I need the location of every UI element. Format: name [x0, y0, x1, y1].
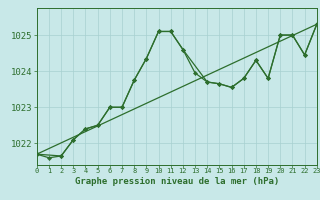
X-axis label: Graphe pression niveau de la mer (hPa): Graphe pression niveau de la mer (hPa)	[75, 177, 279, 186]
